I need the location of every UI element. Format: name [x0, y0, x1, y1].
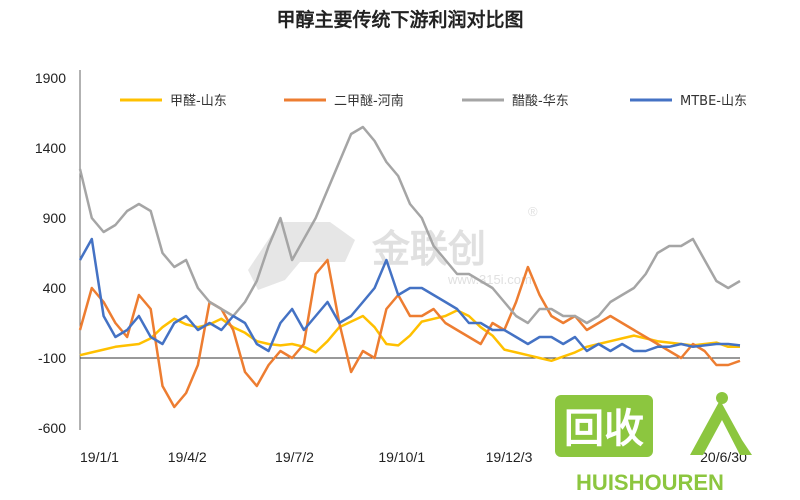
x-tick-label: 19/1/1: [80, 449, 119, 465]
legend-item: 甲醛-山东: [120, 93, 227, 109]
logo-en-text: HUISHOUREN: [576, 470, 724, 495]
x-tick-label: 19/4/2: [168, 449, 207, 465]
legend-label: 醋酸-华东: [512, 93, 569, 109]
y-tick-label: 900: [43, 210, 67, 226]
watermark-registered: ®: [528, 204, 538, 219]
y-tick-label: -100: [38, 350, 66, 366]
legend-item: MTBE-山东: [630, 94, 747, 109]
y-tick-label: 1900: [35, 70, 66, 86]
y-tick-label: -600: [38, 420, 66, 436]
series-layer: [78, 125, 741, 409]
person-head-icon: [716, 392, 728, 404]
x-tick-labels: 19/1/1 19/4/2 19/7/2 19/10/1 19/12/3 20/6/30: [80, 449, 747, 465]
y-tick-labels: 1900 1400 900 400 -100 -600: [35, 70, 66, 436]
series-line-2: [78, 258, 741, 409]
x-tick-label: 19/7/2: [275, 449, 314, 465]
x-tick-label: 19/12/3: [486, 449, 533, 465]
legend: 甲醛-山东 二甲醚-河南 醋酸-华东 MTBE-山东: [120, 93, 747, 109]
watermark-logo-icon: [248, 222, 355, 290]
legend-label: 甲醛-山东: [170, 93, 227, 109]
series-line-3: [78, 125, 741, 325]
legend-label: MTBE-山东: [680, 94, 747, 109]
x-tick-label: 19/10/1: [378, 449, 425, 465]
watermark: 金联创 ® www.315i.com: [248, 204, 538, 290]
legend-label: 二甲醚-河南: [334, 93, 404, 109]
legend-item: 二甲醚-河南: [284, 93, 404, 109]
logo-cn-text: 回收: [564, 406, 644, 452]
series-line-4: [78, 237, 741, 353]
logo-box: [555, 395, 653, 457]
person-icon: [690, 400, 752, 455]
chart-title: 甲醇主要传统下游利润对比图: [276, 8, 523, 31]
recycle-logo: 回收 HUISHOUREN: [555, 392, 752, 495]
y-tick-label: 400: [43, 280, 67, 296]
watermark-site: www.315i.com: [447, 272, 532, 287]
legend-item: 醋酸-华东: [462, 93, 569, 109]
x-tick-label: 20/6/30: [700, 449, 747, 465]
series-line-1: [79, 309, 740, 363]
y-tick-label: 1400: [35, 140, 66, 156]
